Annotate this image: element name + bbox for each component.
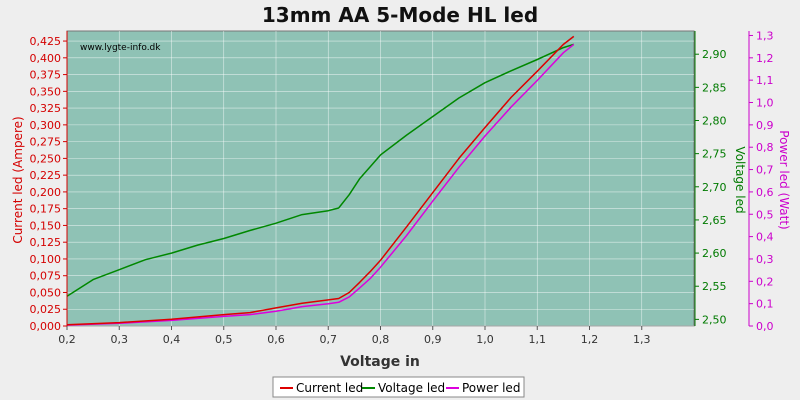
x-axis-title: Voltage in	[340, 354, 420, 370]
right-power-tick-label: 0,8	[756, 141, 774, 154]
left-tick-label: 0,225	[30, 169, 62, 182]
right-voltage-tick-label: 2,70	[702, 181, 727, 194]
left-tick-label: 0,400	[30, 52, 62, 65]
x-tick-label: 0,3	[111, 333, 129, 346]
right-voltage-tick-label: 2,80	[702, 114, 727, 127]
right-voltage-tick-label: 2,60	[702, 247, 727, 260]
x-tick-label: 0,9	[424, 333, 442, 346]
legend-label-voltage: Voltage led	[378, 381, 445, 395]
left-tick-label: 0,025	[30, 303, 62, 316]
series-layer	[66, 35, 575, 326]
right-voltage-tick-label: 2,65	[702, 214, 727, 227]
legend-label-power: Power led	[462, 381, 520, 395]
right-axis-voltage: 2,50 2,55 2,60 2,65 2,70 2,75 2,80 2,85 2,90	[694, 31, 727, 326]
x-axis: 0,2 0,3 0,4 0,5 0,6 0,7 0,8 0,9 1,0 1,1 1,2 1,3	[58, 326, 651, 346]
left-tick-label: 0,275	[30, 136, 62, 149]
x-tick-label: 0,5	[215, 333, 233, 346]
left-tick-label: 0,250	[30, 152, 62, 165]
right-power-tick-label: 0,3	[756, 253, 774, 266]
left-tick-label: 0,000	[30, 320, 62, 333]
series-line-voltage-led	[66, 43, 575, 297]
legend: Current led Voltage led Power led	[272, 376, 525, 398]
right-voltage-tick-label: 2,50	[702, 313, 727, 326]
right-axis-voltage-title: Voltage led	[733, 146, 747, 213]
right-voltage-tick-label: 2,75	[702, 148, 727, 161]
x-tick-label: 0,6	[267, 333, 285, 346]
right-axis-power-title: Power led (Watt)	[777, 130, 791, 229]
x-tick-label: 1,0	[476, 333, 494, 346]
right-power-tick-label: 0,4	[756, 231, 774, 244]
chart-title: 13mm AA 5-Mode HL led	[262, 3, 538, 27]
left-tick-label: 0,325	[30, 102, 62, 115]
right-voltage-tick-label: 2,90	[702, 48, 727, 61]
legend-label-current: Current led	[296, 381, 363, 395]
right-power-tick-label: 0,6	[756, 186, 774, 199]
right-power-tick-label: 0,9	[756, 119, 774, 132]
left-tick-label: 0,050	[30, 286, 62, 299]
x-tick-label: 1,2	[581, 333, 599, 346]
left-tick-label: 0,075	[30, 270, 62, 283]
left-axis: 0,000 0,025 0,050 0,075 0,100 0,125 0,150 0,175…	[30, 31, 68, 333]
left-tick-label: 0,200	[30, 186, 62, 199]
right-power-tick-label: 0,1	[756, 298, 774, 311]
right-power-tick-label: 0,2	[756, 275, 774, 288]
legend-box	[272, 376, 525, 398]
right-power-tick-label: 1,2	[756, 52, 774, 65]
left-tick-label: 0,175	[30, 203, 62, 216]
left-tick-label: 0,100	[30, 253, 62, 266]
series-line-power-led	[66, 43, 575, 326]
left-tick-label: 0,350	[30, 85, 62, 98]
right-axis-power: 0,0 0,1 0,2 0,3 0,4 0,5 0,6 0,7 0,8 0,9 1,0 1,1 1,2 1…	[748, 29, 774, 333]
x-tick-label: 1,1	[529, 333, 547, 346]
right-voltage-tick-label: 2,55	[702, 280, 727, 293]
x-tick-label: 0,2	[58, 333, 76, 346]
right-power-tick-label: 0,7	[756, 164, 774, 177]
right-power-tick-label: 1,3	[756, 29, 774, 42]
x-tick-label: 0,8	[372, 333, 390, 346]
watermark: www.lygte-info.dk	[80, 43, 161, 53]
x-tick-label: 1,3	[633, 333, 651, 346]
x-tick-label: 0,4	[163, 333, 181, 346]
left-axis-title: Current led (Ampere)	[11, 116, 25, 243]
right-power-tick-label: 0,0	[756, 320, 774, 333]
right-power-tick-label: 1,1	[756, 74, 774, 87]
x-tick-label: 0,7	[320, 333, 338, 346]
right-voltage-tick-label: 2,85	[702, 81, 727, 94]
series-line-current-led	[66, 35, 575, 326]
right-power-tick-label: 1,0	[756, 97, 774, 110]
left-tick-label: 0,375	[30, 69, 62, 82]
left-tick-label: 0,125	[30, 236, 62, 249]
left-tick-label: 0,300	[30, 119, 62, 132]
left-tick-label: 0,150	[30, 219, 62, 232]
right-power-tick-label: 0,5	[756, 208, 774, 221]
left-tick-label: 0,425	[30, 35, 62, 48]
